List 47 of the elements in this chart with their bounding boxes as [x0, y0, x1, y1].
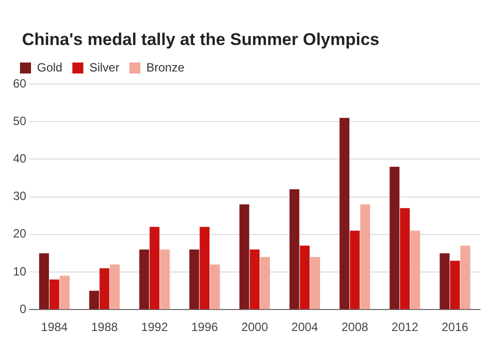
bar [250, 249, 260, 310]
legend-label: Bronze [146, 60, 185, 74]
bar [440, 253, 450, 310]
x-tick-label: 1988 [91, 320, 118, 334]
bar [310, 256, 320, 310]
bar [410, 230, 420, 310]
x-tick-label: 1992 [141, 320, 168, 334]
x-tick-label: 2008 [341, 320, 368, 334]
bar [390, 166, 400, 310]
bar [60, 276, 70, 310]
x-tick-label: 2012 [392, 320, 419, 334]
bar [239, 204, 250, 310]
bar [89, 290, 100, 310]
bar [360, 204, 370, 310]
chart-title: China's medal tally at the Summer Olympics [22, 30, 380, 50]
bar [110, 264, 120, 310]
legend-label: Gold [37, 60, 62, 74]
bar [160, 249, 170, 310]
bar [350, 230, 360, 310]
bar [289, 189, 300, 310]
bar [400, 208, 410, 310]
bar [460, 246, 470, 310]
bar [260, 256, 270, 310]
bar [39, 253, 49, 310]
bar [189, 249, 200, 310]
legend-label: Silver [89, 60, 120, 74]
bar [49, 280, 60, 310]
y-tick-label: 40 [12, 152, 27, 166]
bar [450, 260, 460, 310]
bar [210, 264, 220, 310]
bar [150, 226, 160, 310]
y-tick-label: 50 [12, 114, 27, 128]
x-tick-label: 2000 [241, 320, 268, 334]
x-tick-label: 2004 [291, 320, 318, 334]
bar [340, 118, 350, 310]
bar [300, 246, 310, 310]
y-tick-label: 0 [20, 302, 27, 316]
y-tick-label: 10 [12, 264, 27, 278]
x-tick-label: 1996 [191, 320, 218, 334]
bar [139, 249, 150, 310]
y-tick-label: 20 [12, 226, 27, 241]
y-tick-label: 30 [12, 189, 27, 204]
y-tick-label: 60 [12, 76, 27, 90]
x-tick-label: 2016 [442, 320, 469, 334]
x-tick-label: 1984 [41, 320, 68, 334]
bar [100, 268, 110, 310]
bar [200, 226, 210, 310]
